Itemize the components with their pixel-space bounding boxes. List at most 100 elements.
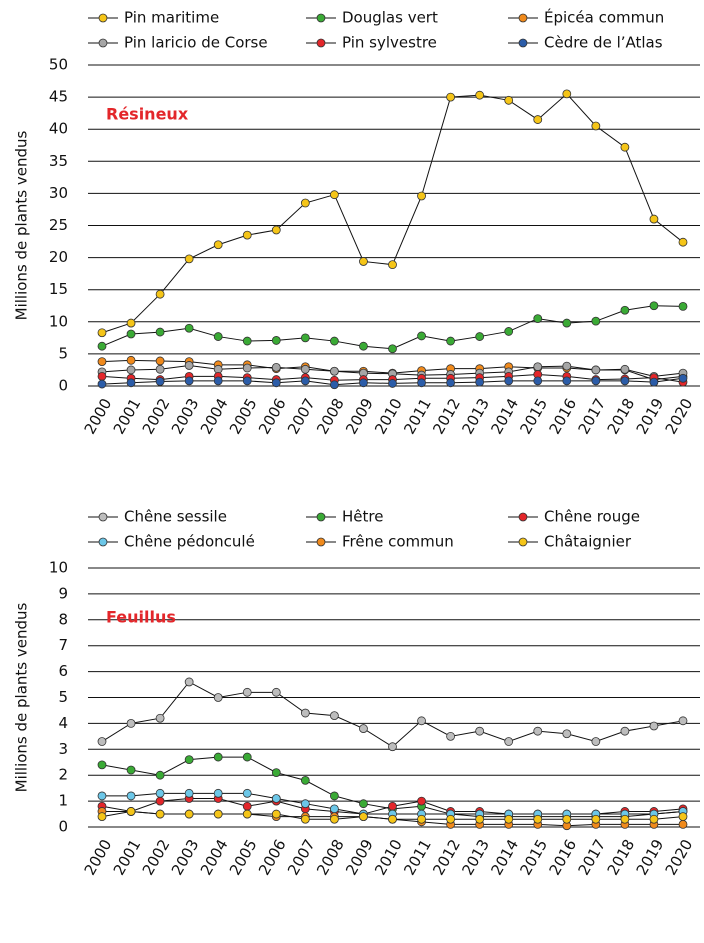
legend-label: Pin maritime — [124, 9, 219, 27]
data-point — [329, 711, 339, 721]
x-tick-label: 2004 — [197, 395, 232, 437]
y-tick-label: 8 — [58, 610, 68, 628]
x-tick-label: 2017 — [575, 836, 610, 878]
legend-label: Cèdre de l’Atlas — [544, 34, 663, 52]
data-point — [184, 254, 194, 264]
data-point — [475, 90, 485, 100]
data-point — [155, 809, 165, 819]
x-tick-label: 2010 — [371, 395, 406, 437]
legend-label: Châtaignier — [544, 533, 632, 551]
data-point — [620, 376, 630, 386]
data-point — [126, 329, 136, 339]
data-point — [649, 214, 659, 224]
data-point — [359, 341, 368, 351]
data-point — [562, 729, 572, 739]
data-point — [620, 364, 630, 374]
data-point — [562, 318, 572, 328]
y-axis-label: Millions de plants vendus — [13, 130, 31, 320]
data-point — [562, 376, 572, 386]
annotation: Résineux — [106, 105, 189, 124]
x-tick-label: 2012 — [429, 395, 464, 437]
data-point — [359, 378, 368, 388]
data-point — [213, 788, 223, 798]
data-point — [533, 314, 543, 323]
data-point — [300, 799, 310, 809]
data-point — [329, 380, 339, 390]
data-point — [591, 814, 601, 824]
data-point — [184, 677, 194, 687]
data-point — [329, 366, 339, 376]
legend-label: Frêne commun — [342, 533, 454, 551]
data-point — [475, 377, 485, 387]
x-tick-label: 2005 — [226, 395, 261, 437]
data-point — [97, 760, 107, 770]
x-tick-label: 2001 — [110, 836, 145, 878]
data-point — [388, 344, 397, 354]
x-tick-label: 2013 — [458, 836, 493, 878]
legend-marker — [98, 38, 108, 48]
y-axis-label: Millions de plants vendus — [13, 602, 31, 792]
data-point — [533, 814, 543, 824]
data-point — [678, 373, 688, 383]
y-tick-label: 1 — [58, 792, 68, 810]
data-point — [300, 814, 310, 824]
data-point — [242, 687, 252, 697]
data-point — [504, 814, 514, 824]
data-point — [126, 719, 136, 728]
y-tick-label: 2 — [58, 766, 68, 784]
x-tick-label: 2000 — [81, 836, 116, 878]
x-tick-label: 2000 — [81, 395, 116, 437]
data-point — [446, 814, 456, 824]
data-point — [126, 355, 136, 365]
data-point — [678, 812, 688, 822]
data-point — [649, 301, 659, 311]
x-tick-label: 2002 — [139, 395, 174, 437]
legend-label: Hêtre — [342, 508, 383, 526]
x-tick-label: 2011 — [400, 395, 435, 437]
y-tick-label: 5 — [58, 688, 68, 706]
data-point — [300, 708, 310, 718]
y-tick-label: 25 — [49, 216, 68, 234]
legend-marker — [316, 38, 326, 48]
data-point — [213, 240, 223, 250]
y-tick-label: 0 — [58, 377, 68, 395]
data-point — [329, 804, 339, 814]
data-point — [329, 336, 339, 346]
data-point — [649, 377, 659, 387]
data-point — [562, 89, 572, 99]
legend-label: Chêne pédonculé — [124, 533, 255, 551]
data-point — [184, 809, 194, 819]
data-point — [475, 726, 485, 736]
data-point — [417, 331, 426, 341]
data-point — [155, 327, 165, 337]
y-tick-label: 40 — [49, 120, 68, 138]
data-point — [213, 376, 223, 386]
data-point — [446, 336, 456, 346]
data-point — [271, 378, 281, 388]
legend-label: Pin laricio de Corse — [124, 34, 268, 52]
x-tick-label: 2020 — [662, 836, 697, 878]
data-point — [417, 716, 426, 726]
data-point — [126, 365, 136, 375]
data-point — [417, 378, 426, 388]
data-point — [97, 341, 107, 351]
legend-marker — [316, 537, 326, 547]
x-tick-label: 2008 — [313, 836, 348, 878]
y-tick-label: 35 — [49, 152, 68, 170]
y-tick-label: 30 — [49, 184, 68, 202]
x-tick-label: 2004 — [197, 836, 232, 878]
data-point — [329, 791, 339, 801]
data-point — [126, 378, 136, 388]
data-point — [97, 357, 107, 367]
data-point — [329, 814, 339, 824]
legend-label: Douglas vert — [342, 9, 438, 27]
data-point — [242, 752, 252, 762]
data-point — [591, 365, 601, 375]
y-tick-label: 6 — [58, 662, 68, 680]
data-point — [97, 812, 107, 822]
data-point — [271, 336, 281, 345]
y-tick-label: 3 — [58, 740, 68, 758]
data-point — [213, 809, 223, 819]
data-point — [446, 92, 456, 102]
data-point — [300, 333, 310, 343]
